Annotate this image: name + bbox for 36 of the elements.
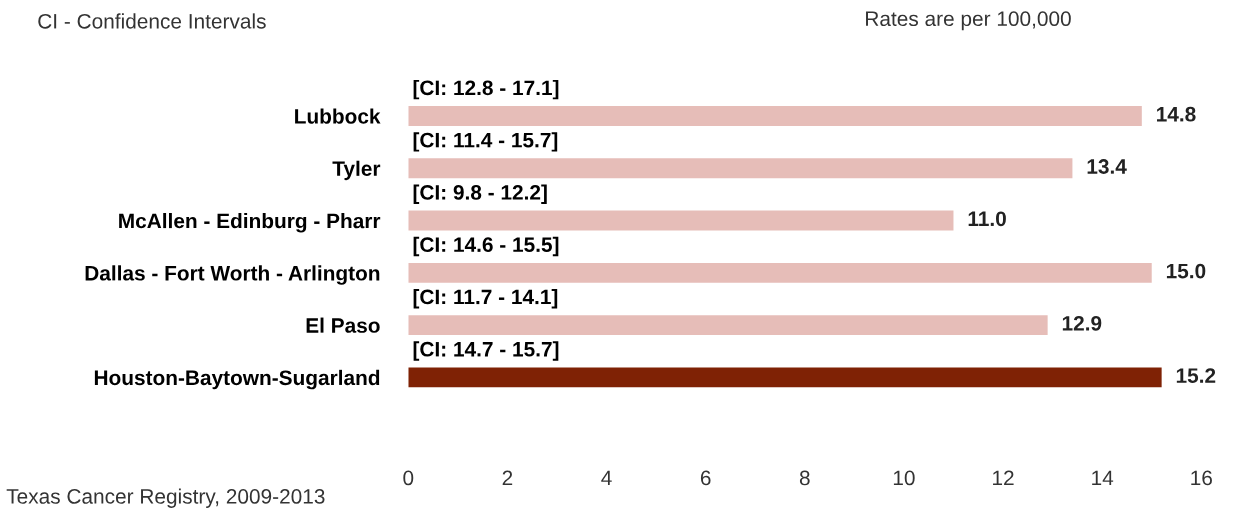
- bar: [408, 315, 1048, 336]
- text: Rates are per 100,000: [866, 11, 1071, 31]
- x-tick-label: 14: [1092, 470, 1114, 486]
- bar: [408, 158, 1073, 179]
- x-tick-label: 8: [799, 470, 810, 486]
- x-tick-label: 0: [403, 470, 414, 486]
- data-label: 14.8: [1157, 106, 1196, 122]
- data-label: 11.0: [968, 211, 1006, 227]
- bar: [408, 262, 1152, 283]
- x-tick-label: 10: [893, 470, 915, 486]
- data-label: 12.9: [1062, 315, 1102, 331]
- text: Texas Cancer Registry, 2009-2013: [6, 488, 325, 508]
- bar: [408, 210, 954, 231]
- x-tick-label: 12: [993, 470, 1014, 486]
- annotation: [CI: 14.6 - 15.5]: [413, 236, 559, 257]
- annotation: [CI: 11.7 - 14.1]: [413, 289, 558, 309]
- data-label: 13.4: [1087, 159, 1127, 174]
- y-tick-label: McAllen - Edinburg - Pharr: [119, 213, 381, 233]
- x-tick-label: 6: [700, 470, 711, 486]
- data-label: 15.2: [1176, 368, 1216, 383]
- y-tick-label: Dallas - Fort Worth - Arlington: [85, 265, 380, 285]
- x-tick-label: 4: [601, 470, 612, 486]
- annotation: [CI: 11.4 - 15.7]: [413, 132, 558, 152]
- text: CI - Confidence Intervals: [38, 13, 266, 29]
- bar: [408, 106, 1142, 126]
- annotation: [CI: 14.7 - 15.7]: [413, 341, 559, 361]
- y-tick-label: Tyler: [332, 160, 381, 181]
- y-tick-label: Houston-Baytown-Sugarland: [94, 369, 380, 390]
- y-tick-label: El Paso: [306, 317, 380, 333]
- data-label: 15.0: [1166, 263, 1206, 279]
- x-tick-label: 2: [502, 470, 513, 486]
- annotation: [CI: 9.8 - 12.2]: [413, 184, 547, 204]
- bar: [408, 367, 1162, 388]
- x-tick-label: 16: [1191, 470, 1212, 486]
- annotation: [CI: 12.8 - 17.1]: [413, 79, 559, 100]
- y-tick-label: Lubbock: [295, 108, 381, 124]
